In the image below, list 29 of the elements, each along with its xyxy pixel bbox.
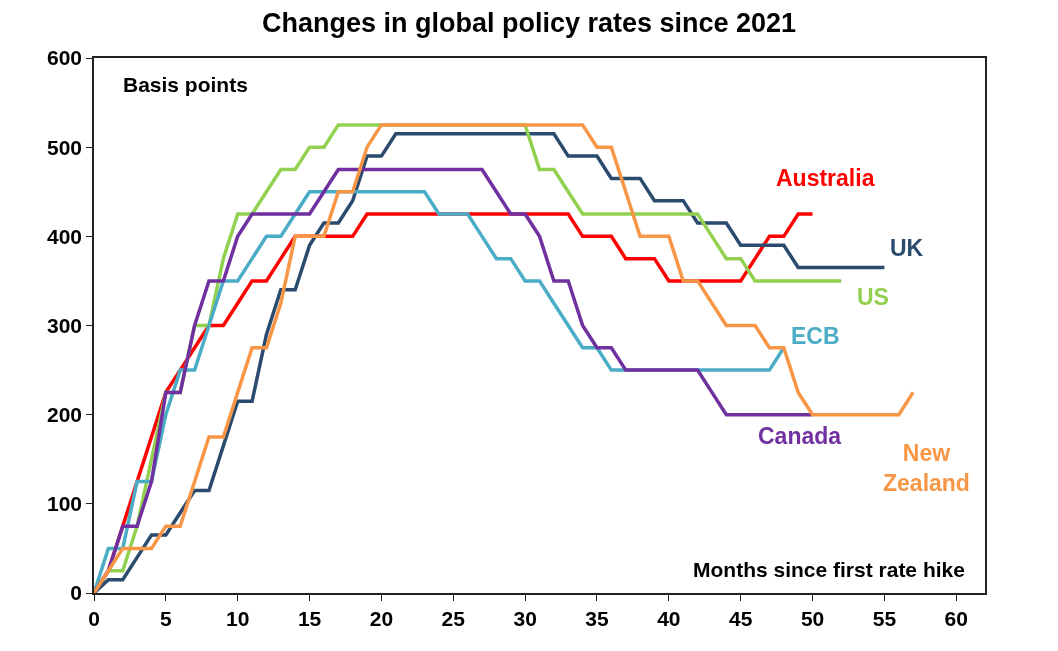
x-tick-label: 55	[872, 606, 897, 630]
y-axis-title: Basis points	[123, 73, 248, 96]
x-tick-label: 20	[369, 606, 394, 630]
y-tick-label: 500	[47, 135, 83, 159]
chart-title: Changes in global policy rates since 2021	[261, 8, 797, 39]
series-label: US	[857, 284, 889, 310]
series-label: New Zealand	[883, 440, 970, 496]
y-tick-label: 100	[47, 492, 83, 516]
x-tick-label: 5	[160, 606, 173, 630]
x-tick-label: 60	[944, 606, 968, 630]
x-tick-label: 40	[657, 606, 681, 630]
x-axis-title: Months since first rate hike	[693, 558, 965, 581]
x-tick-label: 30	[513, 606, 537, 630]
series-label: Canada	[758, 423, 842, 449]
y-tick-label: 600	[47, 46, 83, 70]
series-label: Australia	[776, 165, 875, 191]
y-tick-label: 200	[47, 403, 83, 427]
x-tick-label: 0	[88, 606, 100, 630]
x-tick-label: 35	[585, 606, 609, 630]
y-tick-label: 0	[70, 581, 83, 605]
series-label: UK	[890, 235, 924, 261]
x-tick-label: 25	[441, 606, 466, 630]
y-tick-label: 300	[47, 313, 83, 337]
x-tick-label: 50	[800, 606, 825, 630]
series-label: ECB	[791, 323, 840, 349]
x-tick-label: 45	[729, 606, 753, 630]
x-tick-label: 15	[297, 606, 322, 630]
x-tick-label: 10	[226, 606, 250, 630]
y-tick-label: 400	[47, 224, 83, 248]
